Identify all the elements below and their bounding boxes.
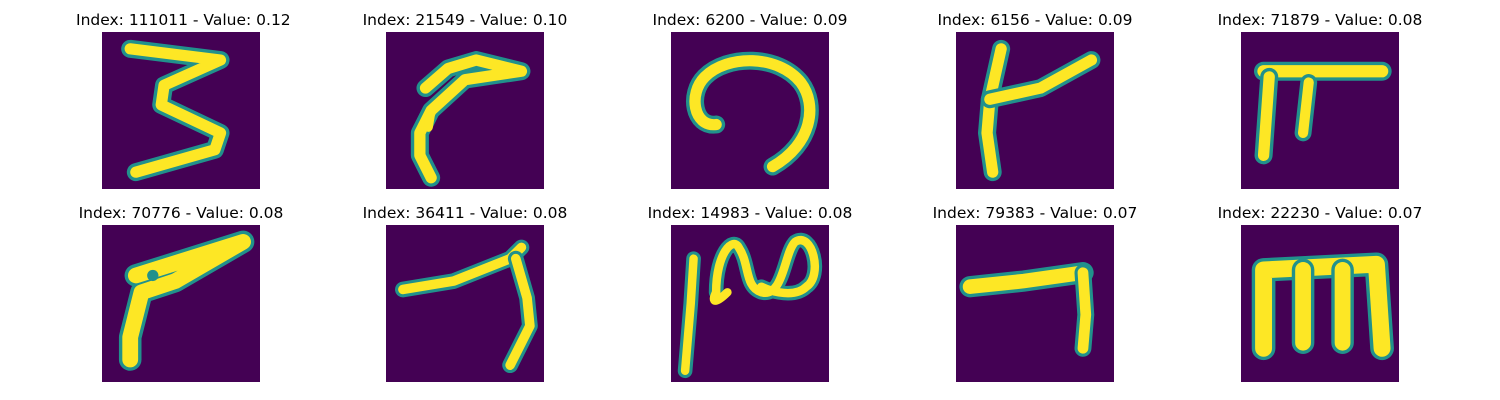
panel-10: Index: 22230 - Value: 0.07 — [1215, 203, 1425, 383]
panel-4: Index: 6156 - Value: 0.09 — [930, 10, 1140, 190]
panel-title: Index: 111011 - Value: 0.12 — [76, 11, 291, 29]
digit-image — [956, 32, 1114, 189]
digit-image — [102, 32, 260, 189]
digit-image — [102, 225, 260, 382]
panel-title: Index: 6200 - Value: 0.09 — [652, 11, 848, 29]
panel-3: Index: 6200 - Value: 0.09 — [645, 10, 855, 190]
panel-6: Index: 70776 - Value: 0.08 — [76, 203, 286, 383]
digit-image — [1241, 32, 1399, 189]
panel-title: Index: 36411 - Value: 0.08 — [362, 204, 568, 222]
panel-2: Index: 21549 - Value: 0.10 — [360, 10, 570, 190]
panel-5: Index: 71879 - Value: 0.08 — [1215, 10, 1425, 190]
panel-1: Index: 111011 - Value: 0.12 — [76, 10, 291, 190]
panel-title: Index: 22230 - Value: 0.07 — [1217, 204, 1423, 222]
panel-title: Index: 79383 - Value: 0.07 — [932, 204, 1138, 222]
panel-title: Index: 6156 - Value: 0.09 — [937, 11, 1133, 29]
panel-title: Index: 71879 - Value: 0.08 — [1217, 11, 1423, 29]
digit-image — [1241, 225, 1399, 382]
digit-image — [956, 225, 1114, 382]
digit-image — [386, 32, 544, 189]
panel-9: Index: 79383 - Value: 0.07 — [930, 203, 1140, 383]
digit-image — [671, 225, 829, 382]
digit-image — [386, 225, 544, 382]
panel-7: Index: 36411 - Value: 0.08 — [360, 203, 570, 383]
digit-image — [671, 32, 829, 189]
panel-title: Index: 70776 - Value: 0.08 — [78, 204, 284, 222]
panel-title: Index: 14983 - Value: 0.08 — [647, 204, 853, 222]
panel-8: Index: 14983 - Value: 0.08 — [645, 203, 855, 383]
panel-title: Index: 21549 - Value: 0.10 — [362, 11, 568, 29]
